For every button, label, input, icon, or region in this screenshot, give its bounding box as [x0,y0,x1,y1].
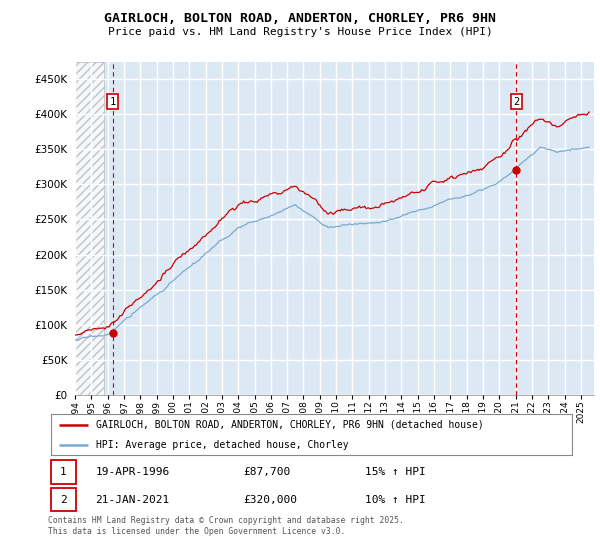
Text: GAIRLOCH, BOLTON ROAD, ANDERTON, CHORLEY, PR6 9HN (detached house): GAIRLOCH, BOLTON ROAD, ANDERTON, CHORLEY… [95,419,483,430]
Text: Contains HM Land Registry data © Crown copyright and database right 2025.
This d: Contains HM Land Registry data © Crown c… [48,516,404,536]
Text: 1: 1 [60,467,67,477]
Text: 19-APR-1996: 19-APR-1996 [95,467,170,477]
Text: 21-JAN-2021: 21-JAN-2021 [95,494,170,505]
Text: Price paid vs. HM Land Registry's House Price Index (HPI): Price paid vs. HM Land Registry's House … [107,27,493,37]
Text: 15% ↑ HPI: 15% ↑ HPI [365,467,425,477]
Text: 2: 2 [514,96,520,106]
FancyBboxPatch shape [50,414,572,455]
Text: £87,700: £87,700 [244,467,290,477]
Text: 2: 2 [60,494,67,505]
Text: 10% ↑ HPI: 10% ↑ HPI [365,494,425,505]
Text: £320,000: £320,000 [244,494,298,505]
Text: HPI: Average price, detached house, Chorley: HPI: Average price, detached house, Chor… [95,440,348,450]
Text: GAIRLOCH, BOLTON ROAD, ANDERTON, CHORLEY, PR6 9HN: GAIRLOCH, BOLTON ROAD, ANDERTON, CHORLEY… [104,12,496,25]
Text: 1: 1 [109,96,116,106]
FancyBboxPatch shape [50,488,76,511]
FancyBboxPatch shape [50,460,76,484]
